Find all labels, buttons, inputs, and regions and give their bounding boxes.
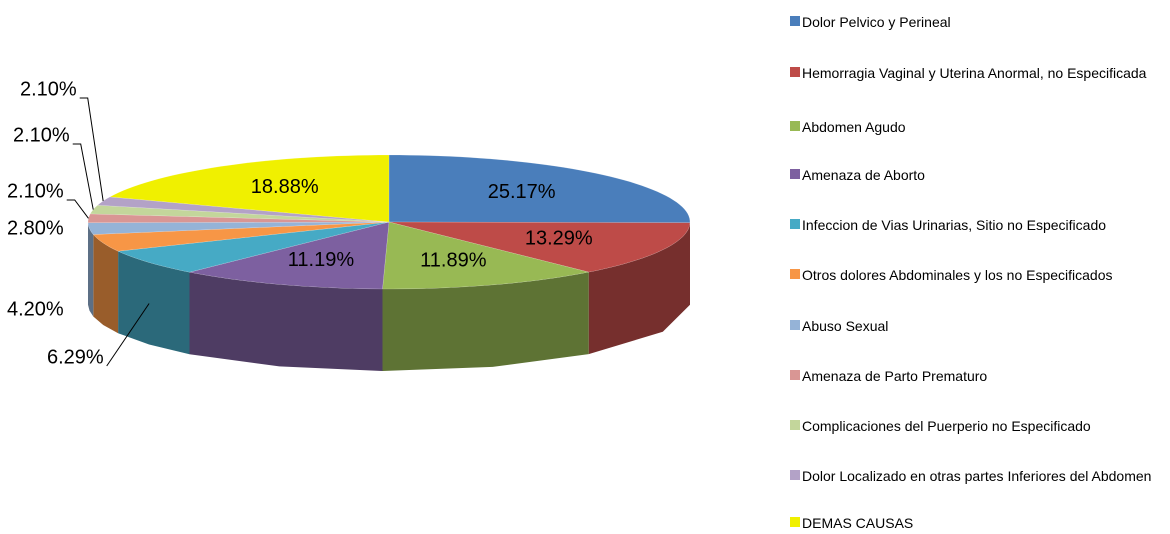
legend-label: Amenaza de Parto Prematuro: [802, 368, 988, 384]
leader-line: [79, 97, 104, 202]
legend-item: Abuso Sexual: [790, 316, 1168, 336]
legend-swatch: [790, 169, 800, 179]
slice: [382, 221, 589, 290]
data-label: 2.10%: [13, 124, 70, 146]
legend-swatch: [790, 219, 800, 229]
legend-swatch: [790, 517, 800, 527]
leader-line: [66, 199, 89, 219]
legend-label: Hemorragia Vaginal y Uterina Anormal, no…: [802, 65, 1147, 81]
legend-swatch: [790, 269, 800, 279]
data-label: 2.10%: [7, 180, 64, 202]
leader-line: [72, 143, 94, 210]
legend-swatch: [790, 320, 800, 330]
slice: [388, 154, 691, 223]
legend-swatch: [790, 470, 800, 480]
legend-item: Amenaza de Aborto: [790, 165, 1168, 185]
slice: [109, 154, 390, 223]
legend-label: Dolor Localizado en otras partes Inferio…: [802, 468, 1152, 484]
legend-label: Abdomen Agudo: [802, 119, 906, 135]
legend-swatch: [790, 121, 800, 131]
slice-side: [382, 272, 589, 371]
data-label: 11.89%: [420, 249, 487, 271]
legend-swatch: [790, 16, 800, 26]
legend-item: Infeccion de Vias Urinarias, Sitio no Es…: [790, 215, 1168, 235]
legend-swatch: [790, 67, 800, 77]
data-label: 6.29%: [47, 346, 104, 368]
legend-label: DEMAS CAUSAS: [802, 515, 914, 531]
slice-side: [118, 251, 190, 355]
data-label: 4.20%: [7, 298, 64, 320]
slice: [189, 221, 390, 290]
legend-label: Complicaciones del Puerperio no Especifi…: [802, 418, 1091, 434]
legend-item: Dolor Localizado en otras partes Inferio…: [790, 466, 1168, 486]
slice: [92, 221, 390, 252]
slice: [87, 221, 390, 235]
data-label: 11.19%: [288, 249, 355, 271]
legend-item: Amenaza de Parto Prematuro: [790, 366, 1168, 386]
legend-swatch: [790, 370, 800, 380]
legend-item: Complicaciones del Puerperio no Especifi…: [790, 416, 1168, 436]
data-label: 2.10%: [20, 78, 77, 100]
legend-label: Amenaza de Aborto: [802, 167, 925, 183]
legend-label: Abuso Sexual: [802, 318, 889, 334]
slice-side: [93, 234, 119, 334]
pie-area: 25.17% 13.29% 11.89% 11.19% 6.29% 4.20% 2.80% 2…: [7, 78, 691, 371]
data-label: 25.17%: [488, 181, 556, 203]
legend-item: Otros dolores Abdominales y los no Espec…: [790, 265, 1168, 285]
data-label: 13.29%: [525, 228, 593, 250]
legend-label: Dolor Pelvico y Perineal: [802, 14, 951, 30]
slice: [117, 221, 390, 273]
slice: [388, 221, 691, 273]
legend-item: Dolor Pelvico y Perineal: [790, 12, 1168, 32]
legend-swatch: [790, 420, 800, 430]
data-label: 2.80%: [7, 217, 64, 239]
legend-item: Abdomen Agudo: [790, 117, 1168, 137]
slice-side: [88, 222, 94, 317]
data-label: 18.88%: [251, 176, 319, 198]
legend-label: Otros dolores Abdominales y los no Espec…: [802, 267, 1113, 283]
legend-item: DEMAS CAUSAS: [790, 513, 1168, 533]
slice-side: [588, 222, 690, 355]
slice-side: [189, 272, 383, 371]
legend-label: Infeccion de Vias Urinarias, Sitio no Es…: [802, 217, 1107, 233]
legend-item: Hemorragia Vaginal y Uterina Anormal, no…: [790, 63, 1168, 83]
leader-line: [106, 303, 150, 367]
